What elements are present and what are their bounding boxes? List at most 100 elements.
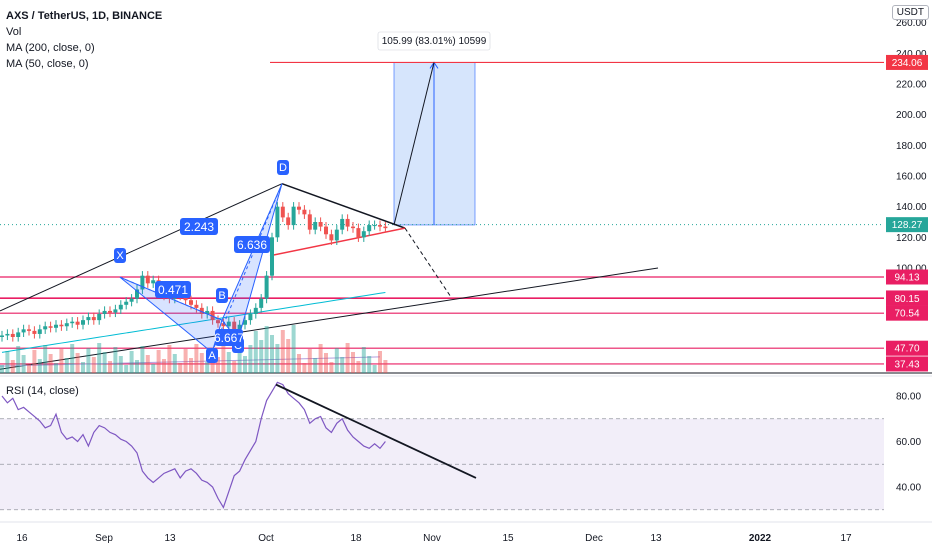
volume-bar	[145, 355, 150, 373]
time-axis-label: 13	[650, 533, 662, 544]
price-axis-label: 240.00	[896, 49, 927, 60]
volume-bar	[226, 352, 231, 373]
candle-body	[129, 298, 134, 302]
candle-body	[37, 329, 42, 334]
volume-bar	[340, 357, 345, 373]
time-axis-label: Nov	[423, 533, 441, 544]
volume-bar	[243, 356, 247, 373]
indicator-ma50[interactable]: MA (50, close, 0)	[6, 58, 89, 70]
volume-bar	[351, 352, 355, 373]
candle-body	[32, 330, 37, 334]
candle-body	[118, 304, 123, 310]
candle-body	[372, 225, 377, 227]
rsi-axis-label: 60.00	[896, 437, 921, 448]
volume-bar	[383, 360, 388, 373]
price-axis-label: 220.00	[896, 80, 927, 91]
candle-body	[0, 335, 4, 337]
currency-button[interactable]: USDT	[891, 5, 929, 20]
candle-body	[70, 321, 75, 324]
pattern-ratio-badge	[215, 329, 243, 346]
volume-bar	[27, 364, 31, 373]
candle-body	[221, 323, 226, 327]
candle-body	[16, 332, 21, 337]
candle-body	[216, 320, 220, 324]
price-axis-label: 160.00	[896, 172, 927, 183]
candle-body	[243, 320, 247, 325]
candle-body	[5, 333, 10, 336]
candle-body	[43, 326, 48, 330]
volume-bar	[81, 362, 85, 373]
indicator-vol[interactable]: Vol	[6, 26, 22, 38]
rsi-title[interactable]: RSI (14, close)	[6, 385, 79, 397]
candle-body	[97, 314, 102, 321]
volume-bar	[307, 349, 312, 373]
volume-bar	[253, 331, 258, 373]
price-badge	[886, 217, 928, 233]
pattern-ratio-label: 6.667	[214, 331, 244, 345]
price-badge	[886, 269, 928, 285]
time-axis-label: 18	[350, 533, 362, 544]
volume-bar	[129, 351, 134, 373]
indicator-ma200[interactable]: MA (200, close, 0)	[6, 42, 95, 54]
symbol-title[interactable]: AXS / TetherUS, 1D, BINANCE	[6, 10, 163, 22]
time-axis-label: Dec	[585, 533, 603, 544]
candle-body	[199, 307, 204, 314]
candle-body	[91, 317, 96, 321]
price-badge-label: 94.13	[894, 273, 919, 284]
candle-body	[108, 310, 112, 313]
volume-bar	[59, 349, 64, 373]
rsi-trendline	[275, 383, 477, 479]
price-badge	[886, 54, 928, 70]
volume-bar	[205, 362, 210, 373]
triangle-top-line	[281, 182, 406, 229]
volume-bar	[102, 352, 107, 373]
candle-body	[102, 310, 107, 314]
volume-bar	[248, 345, 253, 373]
candle-body	[270, 237, 274, 276]
ma50-line	[1, 291, 386, 353]
pattern-ratio-badge	[180, 218, 218, 235]
rsi-axis-label: 80.00	[896, 392, 921, 403]
triangle-bottom-line	[269, 227, 406, 257]
price-badge	[886, 356, 928, 372]
pattern-point-badge	[216, 288, 228, 303]
candle-body	[383, 226, 388, 229]
candle-body	[286, 217, 291, 226]
time-axis-label: 13	[164, 533, 176, 544]
volume-bar	[70, 344, 75, 373]
volume-bar	[189, 358, 193, 373]
time-axis-label: 16	[16, 533, 28, 544]
candle-body	[81, 320, 85, 325]
price-badge-label: 128.27	[892, 220, 923, 231]
candle-body	[232, 321, 237, 330]
pattern-ratio-label: 2.243	[184, 220, 214, 234]
volume-bar	[324, 353, 328, 373]
volume-bar	[297, 354, 301, 373]
volume-bar	[108, 361, 112, 373]
candle-body	[297, 206, 301, 210]
volume-bar	[270, 335, 274, 373]
price-badge-label: 70.54	[894, 309, 919, 320]
candle-body	[307, 214, 312, 230]
candle-body	[248, 314, 253, 321]
volume-bar	[162, 359, 166, 373]
ma200-line	[0, 356, 381, 367]
candle-body	[345, 218, 350, 227]
candle-body	[10, 333, 15, 337]
volume-bar	[178, 363, 183, 373]
time-axis-label: Oct	[258, 533, 274, 544]
target-measure-text: 105.99 (83.01%) 10599	[382, 36, 487, 47]
projection-up-line	[393, 62, 435, 226]
volume-bar	[21, 355, 26, 373]
volume-bar	[313, 358, 318, 373]
candle-body	[113, 309, 118, 313]
volume-bar	[199, 353, 204, 373]
candle-body	[324, 226, 328, 235]
volume-bar	[0, 365, 4, 373]
volume-bar	[216, 357, 220, 373]
pattern-point-label: D	[279, 162, 287, 174]
price-axis-label: 120.00	[896, 233, 927, 244]
volume-bar	[280, 330, 285, 373]
